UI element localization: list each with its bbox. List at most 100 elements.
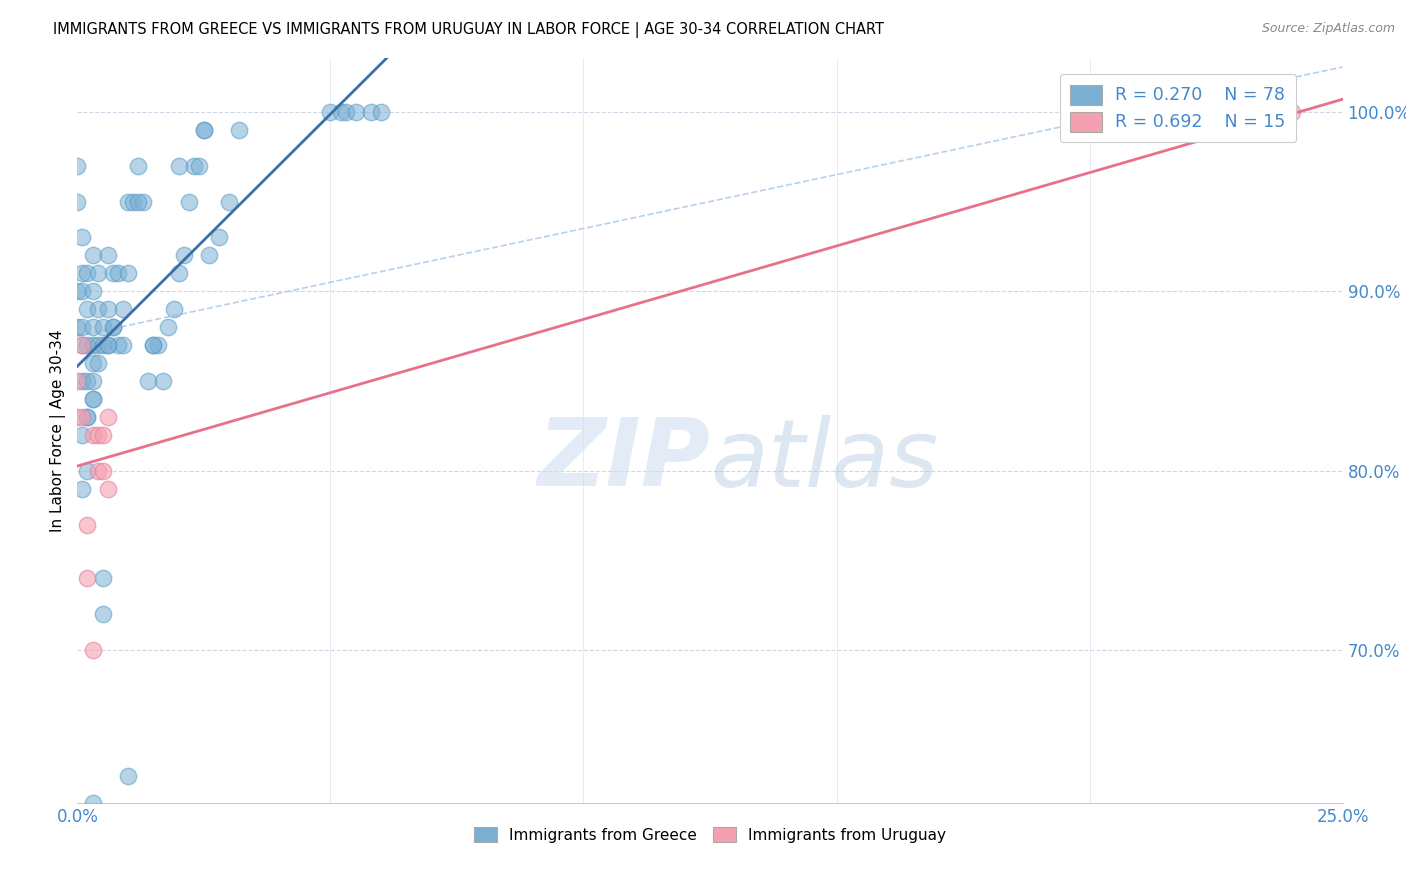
Text: Source: ZipAtlas.com: Source: ZipAtlas.com [1261,22,1395,36]
Point [91,607,114,622]
Point [117,194,139,209]
Point [132,194,155,209]
Point [142,338,165,352]
Point [66,285,89,299]
Point [117,266,139,280]
Point [72,409,94,424]
Point [136,374,159,388]
Point [91,464,114,478]
Point [82,392,104,406]
Point [152,374,174,388]
Point [82,285,104,299]
Point [86,464,108,478]
Point [101,320,124,334]
Point [107,338,129,352]
Text: atlas: atlas [710,415,938,506]
Point [148,338,170,352]
Point [86,266,108,280]
Point [76,409,98,424]
Point [72,374,94,388]
Point [97,338,120,352]
Point [91,571,114,585]
Point [183,159,205,173]
Point [66,159,89,173]
Point [82,392,104,406]
Point [167,266,190,280]
Y-axis label: In Labor Force | Age 30-34: In Labor Force | Age 30-34 [51,329,66,532]
Point [107,266,129,280]
Point [86,338,108,352]
Point [91,320,114,334]
Point [72,338,94,352]
Point [97,302,120,317]
Point [162,302,184,317]
Point [187,159,209,173]
Text: ZIP: ZIP [537,414,710,506]
Point [127,194,149,209]
Point [76,517,98,532]
Point [76,464,98,478]
Point [72,320,94,334]
Point [82,338,104,352]
Point [72,482,94,496]
Point [122,194,145,209]
Point [167,159,190,173]
Point [117,769,139,783]
Point [101,320,124,334]
Text: IMMIGRANTS FROM GREECE VS IMMIGRANTS FROM URUGUAY IN LABOR FORCE | AGE 30-34 COR: IMMIGRANTS FROM GREECE VS IMMIGRANTS FRO… [53,22,884,38]
Point [97,338,120,352]
Point [66,409,89,424]
Point [173,248,195,262]
Point [335,104,357,119]
Point [142,338,165,352]
Point [127,159,149,173]
Point [370,104,392,119]
Point [97,482,120,496]
Point [198,248,221,262]
Legend: Immigrants from Greece, Immigrants from Uruguay: Immigrants from Greece, Immigrants from … [468,821,952,849]
Point [86,356,108,370]
Point [82,643,104,657]
Point [157,320,180,334]
Point [329,104,352,119]
Point [72,230,94,244]
Point [82,374,104,388]
Point [66,374,89,388]
Point [177,194,200,209]
Point [66,320,89,334]
Point [86,428,108,442]
Point [72,428,94,442]
Point [360,104,382,119]
Point [111,338,134,352]
Point [193,122,215,136]
Point [76,409,98,424]
Point [101,266,124,280]
Point [208,230,231,244]
Point [91,338,114,352]
Point [76,302,98,317]
Point [1281,104,1303,119]
Point [76,338,98,352]
Point [66,194,89,209]
Point [91,428,114,442]
Point [82,248,104,262]
Point [76,374,98,388]
Point [82,320,104,334]
Point [218,194,240,209]
Point [82,796,104,810]
Point [97,248,120,262]
Point [228,122,250,136]
Point [86,302,108,317]
Point [72,285,94,299]
Point [97,409,120,424]
Point [344,104,367,119]
Point [319,104,342,119]
Point [72,338,94,352]
Point [82,356,104,370]
Point [111,302,134,317]
Point [72,266,94,280]
Point [76,571,98,585]
Point [193,122,215,136]
Point [76,266,98,280]
Point [82,428,104,442]
